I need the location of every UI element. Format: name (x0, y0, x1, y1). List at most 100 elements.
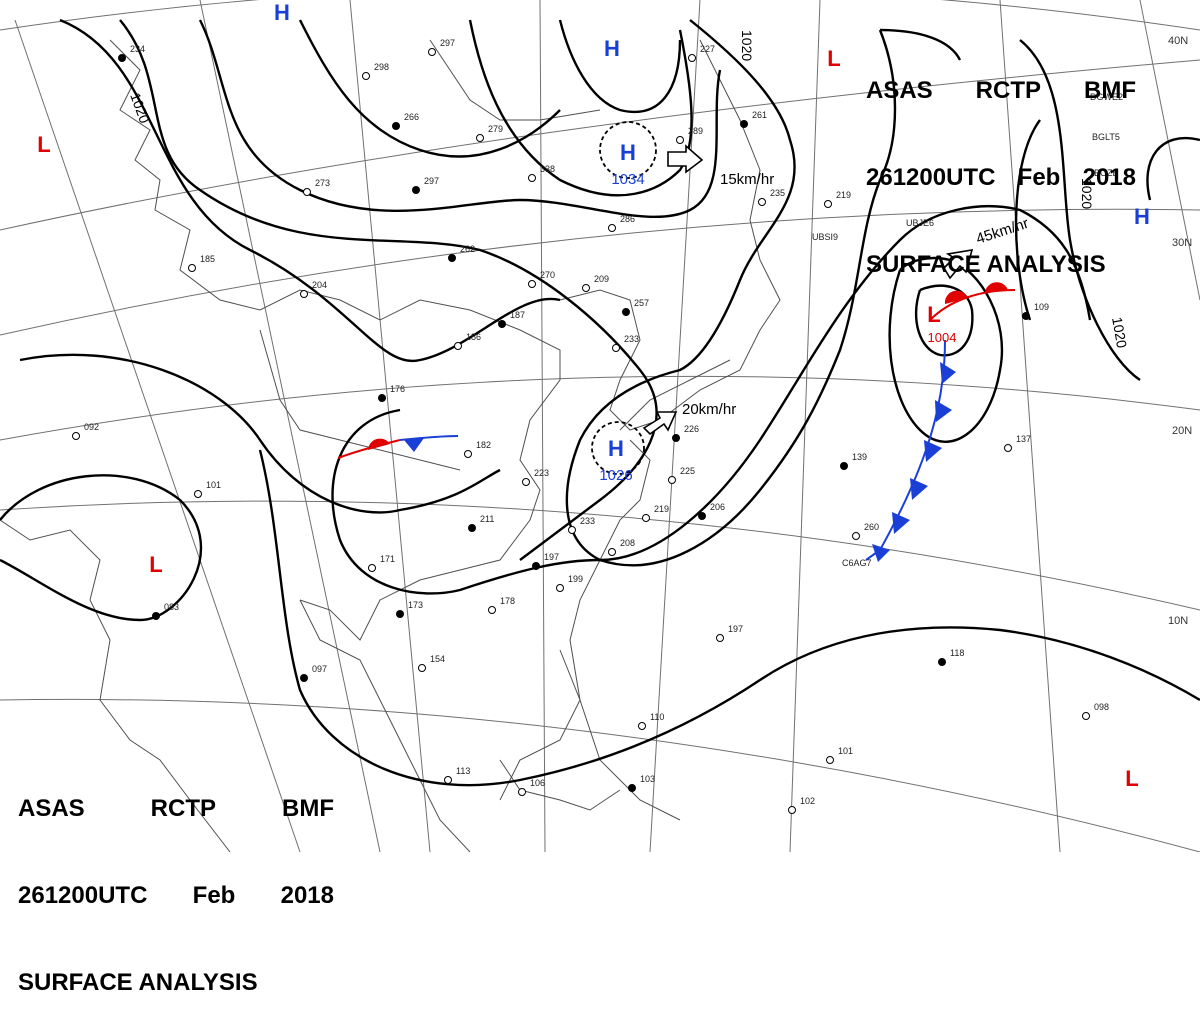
station-pressure: 098 (1094, 702, 1109, 712)
station-pressure: 219 (836, 190, 851, 200)
ship-callsign: UBJE6 (906, 218, 934, 228)
svg-text:1020: 1020 (1079, 178, 1095, 209)
header-center: RCTP (975, 77, 1042, 104)
low-symbol: L (149, 552, 162, 577)
station-circle (698, 512, 706, 520)
station-circle (582, 284, 590, 292)
coastlines (0, 39, 781, 852)
station-pressure: 113 (456, 766, 470, 776)
header-center: RCTP (150, 795, 217, 822)
station-circle (642, 514, 650, 522)
station-circle (556, 584, 564, 592)
station-pressure: 171 (380, 554, 395, 564)
station-pressure: 298 (374, 62, 389, 72)
station-circle (118, 54, 126, 62)
svg-text:10N: 10N (1168, 615, 1188, 627)
high-central-pressure: 1034 (611, 171, 644, 188)
svg-text:30N: 30N (1172, 237, 1192, 249)
weather-map: H 1034 H 1026 H H H L L L 1004 L L 1020 … (0, 0, 1200, 852)
station-circle (1004, 444, 1012, 452)
low-symbol: L (37, 132, 50, 157)
station-circle (303, 188, 311, 196)
station-pressure: 206 (710, 502, 725, 512)
station-circle (608, 548, 616, 556)
station-pressure: 204 (312, 280, 327, 290)
low-symbol: L (827, 46, 840, 71)
ship-callsign: DGWE2 (1090, 92, 1123, 102)
low-symbol: L (1125, 766, 1138, 791)
station-pressure: 097 (312, 664, 327, 674)
station-pressure: 289 (688, 126, 703, 136)
header-month: Feb (192, 882, 236, 909)
station-circle (368, 564, 376, 572)
station-circle (740, 120, 748, 128)
station-circle (532, 562, 540, 570)
station-circle (188, 264, 196, 272)
pressure-centers: H 1034 H 1026 H H H L L L 1004 L L (37, 0, 1150, 791)
station-pressure: 297 (424, 176, 439, 186)
station-circle (444, 776, 452, 784)
station-circle (194, 490, 202, 498)
station-circle (392, 122, 400, 130)
low-symbol: L (927, 302, 940, 327)
station-circle (628, 784, 636, 792)
station-circle (428, 48, 436, 56)
header-top: ASAS RCTP BMF 261200UTC Feb 2018 SURFACE… (866, 18, 1136, 308)
station-pressure: 187 (510, 310, 525, 320)
station-circle (300, 674, 308, 682)
station-circle (396, 610, 404, 618)
station-pressure: 233 (580, 516, 595, 526)
svg-text:15km/hr: 15km/hr (720, 171, 774, 188)
station-pressure: 173 (408, 600, 423, 610)
station-pressure: 225 (680, 466, 695, 476)
station-circle (518, 788, 526, 796)
station-pressure: 103 (640, 774, 655, 784)
header-type: BMF (1084, 77, 1136, 104)
station-plots: 234 298 297 266 279 273 297 338 286 262 270 209 257 2… (72, 38, 1123, 814)
station-pressure: 102 (800, 796, 815, 806)
station-circle (418, 664, 426, 672)
ship-callsign: C6AG7 (842, 558, 872, 568)
station-pressure: 101 (206, 480, 221, 490)
station-pressure: 197 (728, 624, 743, 634)
station-pressure: 185 (200, 254, 215, 264)
station-pressure: 297 (440, 38, 455, 48)
station-circle (716, 634, 724, 642)
cold-front-main (865, 339, 956, 562)
station-circle (824, 200, 832, 208)
station-pressure: 197 (544, 552, 559, 562)
high-symbol: H (608, 436, 624, 461)
station-circle (1082, 712, 1090, 720)
station-circle (476, 134, 484, 142)
high-symbol: H (1134, 204, 1150, 229)
header-time: 261200UTC (866, 164, 996, 191)
station-pressure: 137 (1016, 434, 1031, 444)
motion-arrows (642, 144, 974, 436)
station-pressure: 219 (654, 504, 669, 514)
ship-callsign: BGLT5 (1092, 132, 1120, 142)
station-circle (668, 476, 676, 484)
svg-text:1020: 1020 (1109, 316, 1130, 350)
station-pressure: 286 (620, 214, 635, 224)
header-type: BMF (282, 795, 334, 822)
station-pressure: 092 (84, 422, 99, 432)
station-circle (300, 290, 308, 298)
low-central-pressure: 1004 (928, 330, 957, 345)
station-circle (758, 198, 766, 206)
station-circle (528, 174, 536, 182)
station-circle (448, 254, 456, 262)
station-circle (840, 462, 848, 470)
svg-text:20km/hr: 20km/hr (682, 401, 736, 418)
station-circle (568, 526, 576, 534)
station-circle (468, 524, 476, 532)
station-circle (622, 308, 630, 316)
high-symbol: H (620, 140, 636, 165)
station-pressure: 266 (404, 112, 419, 122)
high-symbol: H (274, 0, 290, 25)
station-pressure: 223 (534, 468, 549, 478)
station-pressure: 234 (130, 44, 145, 54)
warm-front-upper (929, 282, 1016, 321)
svg-text:1020: 1020 (739, 30, 755, 61)
station-circle (498, 320, 506, 328)
station-circle (676, 136, 684, 144)
